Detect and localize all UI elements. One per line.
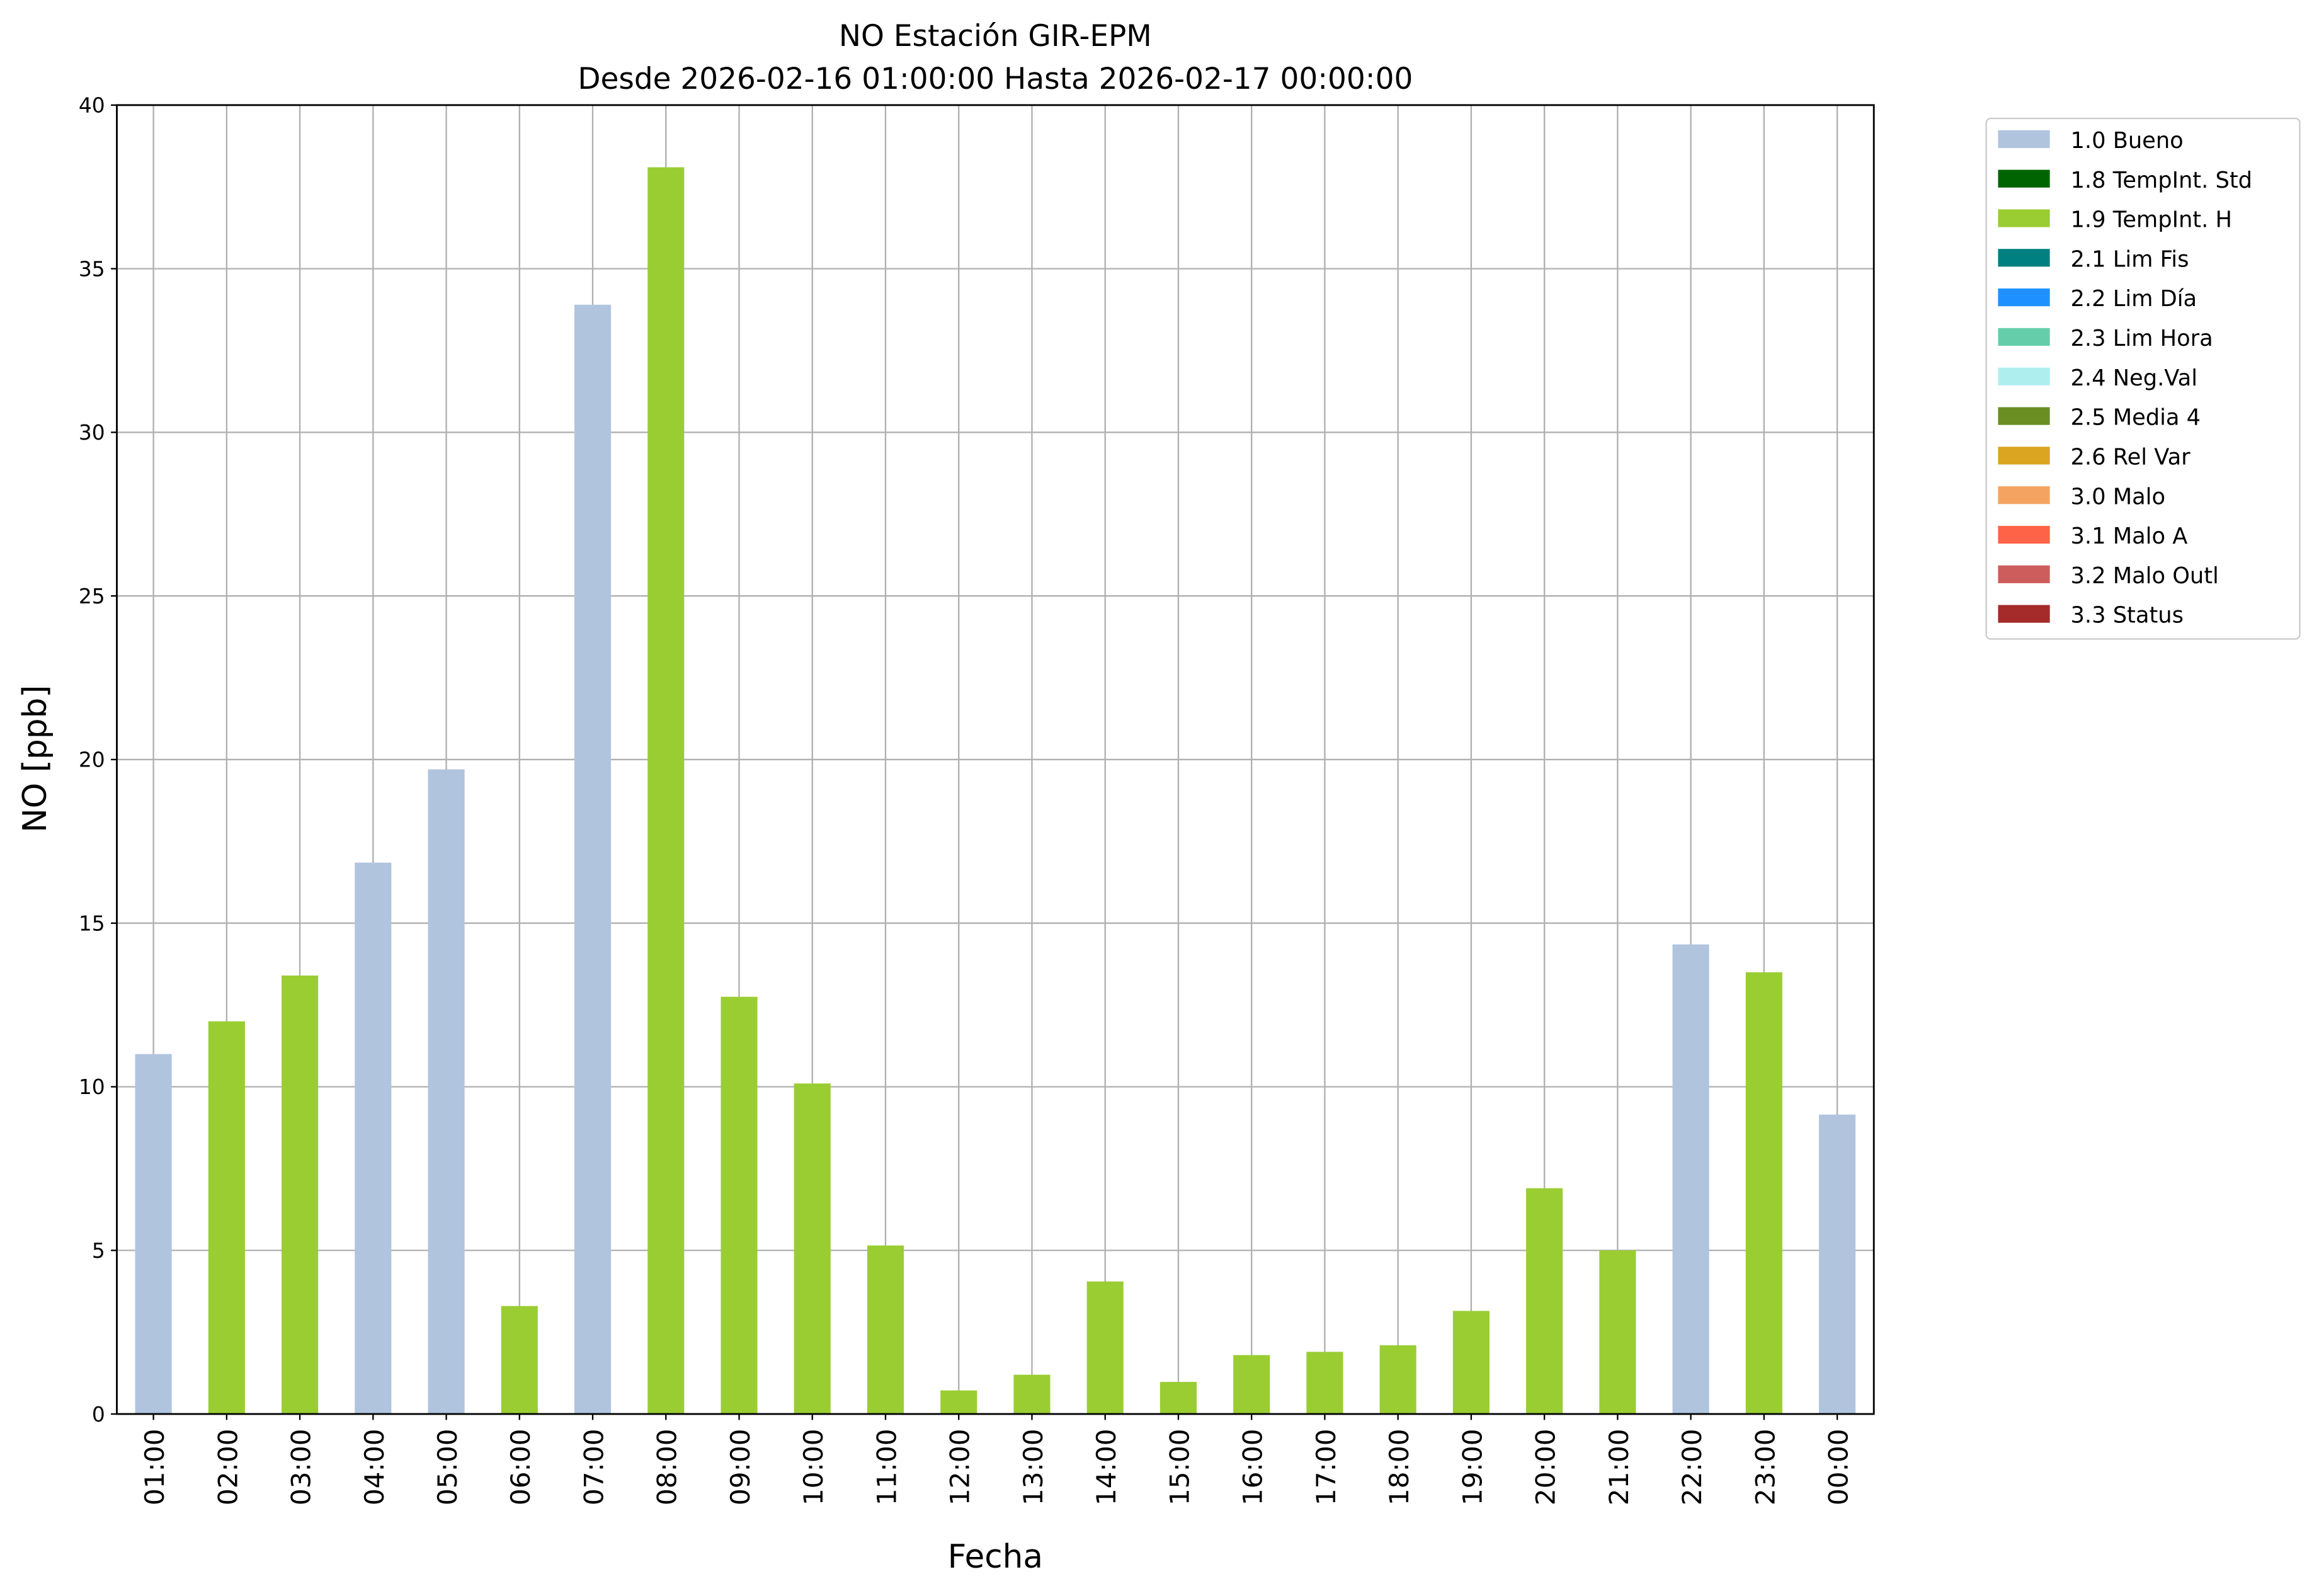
- legend-label: 2.3 Lim Hora: [2071, 326, 2213, 351]
- bar-14:00: [1086, 1281, 1124, 1415]
- y-tick-label: 20: [79, 748, 105, 772]
- x-tick-label: 15:00: [1164, 1429, 1195, 1506]
- y-tick-label: 40: [79, 93, 105, 118]
- x-tick-label: 04:00: [359, 1429, 390, 1506]
- legend-label: 1.0 Bueno: [2071, 128, 2184, 154]
- x-ticks: 01:00 02:00 03:00 04:00 05:00 06:00 07:00 08:00…: [139, 1414, 1854, 1505]
- bar-03:00: [282, 975, 319, 1415]
- bar-01:00: [135, 1054, 172, 1415]
- x-tick-label: 08:00: [652, 1429, 683, 1506]
- legend-label: 2.6 Rel Var: [2071, 444, 2191, 470]
- legend-swatch: [1998, 249, 2050, 267]
- legend-swatch: [1998, 367, 2050, 385]
- legend-label: 2.1 Lim Fis: [2071, 246, 2189, 272]
- legend-label: 2.4 Neg.Val: [2071, 365, 2198, 391]
- bar-20:00: [1526, 1188, 1563, 1415]
- bar-10:00: [794, 1083, 831, 1415]
- x-tick-label: 01:00: [139, 1429, 170, 1506]
- x-tick-label: 06:00: [505, 1429, 536, 1506]
- legend: 1.0 Bueno 1.8 TempInt. Std 1.9 TempInt. H 2…: [1985, 117, 2301, 640]
- chart-subtitle: Desde 2026-02-16 01:00:00 Hasta 2026-02-…: [578, 62, 1413, 96]
- bar-22:00: [1672, 944, 1709, 1415]
- bar-12:00: [940, 1390, 977, 1415]
- x-tick-label: 20:00: [1530, 1429, 1561, 1506]
- bar-02:00: [208, 1021, 245, 1415]
- legend-label: 1.9 TempInt. H: [2071, 207, 2232, 233]
- bar-19:00: [1452, 1311, 1490, 1415]
- legend-swatch: [1998, 605, 2050, 623]
- legend-swatch: [1998, 565, 2050, 583]
- y-tick-label: 0: [92, 1402, 105, 1427]
- bar-06:00: [501, 1306, 538, 1415]
- legend-swatch: [1998, 407, 2050, 425]
- y-tick-label: 15: [79, 911, 105, 935]
- x-tick-label: 16:00: [1238, 1429, 1268, 1506]
- x-tick-label: 12:00: [945, 1429, 976, 1506]
- legend-swatch: [1998, 486, 2050, 504]
- legend-label: 3.0 Malo: [2071, 484, 2166, 510]
- bar-16:00: [1233, 1355, 1270, 1415]
- legend-label: 3.1 Malo A: [2071, 523, 2188, 549]
- legend-label: 2.2 Lim Día: [2071, 286, 2197, 312]
- legend-swatch: [1998, 328, 2050, 346]
- bar-08:00: [647, 167, 685, 1415]
- x-tick-label: 13:00: [1018, 1429, 1049, 1506]
- legend-swatch: [1998, 209, 2050, 227]
- y-tick-label: 30: [79, 420, 105, 445]
- legend-swatch: [1998, 288, 2050, 307]
- legend-label: 3.3 Status: [2071, 603, 2184, 629]
- x-tick-label: 05:00: [432, 1429, 463, 1506]
- bar-23:00: [1745, 972, 1782, 1415]
- y-tick-label: 10: [79, 1074, 105, 1099]
- legend-frame: [1985, 117, 2301, 640]
- bar-13:00: [1013, 1374, 1051, 1415]
- x-tick-label: 09:00: [725, 1429, 756, 1506]
- x-axis-label: Fecha: [948, 1538, 1043, 1576]
- legend-swatch: [1998, 525, 2050, 544]
- legend-label: 1.8 TempInt. Std: [2071, 168, 2252, 193]
- y-tick-label: 5: [92, 1238, 105, 1263]
- x-tick-label: 07:00: [578, 1429, 609, 1506]
- bar-21:00: [1599, 1250, 1636, 1415]
- bar-04:00: [355, 862, 392, 1415]
- bar-15:00: [1160, 1382, 1197, 1415]
- legend-swatch: [1998, 447, 2050, 465]
- x-tick-label: 11:00: [871, 1429, 902, 1506]
- bar-17:00: [1306, 1352, 1343, 1415]
- legend-label: 3.2 Malo Outl: [2071, 563, 2219, 589]
- legend-swatch: [1998, 130, 2050, 148]
- x-tick-label: 19:00: [1457, 1429, 1488, 1506]
- x-tick-label: 10:00: [798, 1429, 829, 1506]
- bars: [135, 167, 1856, 1415]
- bar-09:00: [721, 996, 758, 1415]
- y-tick-label: 35: [79, 256, 105, 281]
- x-tick-label: 00:00: [1823, 1429, 1854, 1506]
- y-tick-label: 25: [79, 584, 105, 608]
- bar-07:00: [574, 304, 612, 1415]
- bar-11:00: [867, 1245, 904, 1415]
- x-tick-label: 23:00: [1750, 1429, 1781, 1506]
- chart-title: NO Estación GIR-EPM: [839, 19, 1152, 54]
- legend-label: 2.5 Media 4: [2071, 405, 2201, 431]
- bar-18:00: [1379, 1345, 1416, 1415]
- y-axis-label: NO [ppb]: [16, 685, 54, 833]
- x-tick-label: 14:00: [1091, 1429, 1122, 1506]
- bar-00:00: [1819, 1114, 1856, 1415]
- x-tick-label: 02:00: [212, 1429, 243, 1506]
- x-tick-label: 17:00: [1311, 1429, 1342, 1506]
- x-tick-label: 03:00: [286, 1429, 317, 1506]
- bar-05:00: [428, 769, 465, 1415]
- x-tick-label: 21:00: [1604, 1429, 1634, 1506]
- x-tick-label: 22:00: [1677, 1429, 1707, 1506]
- legend-swatch: [1998, 169, 2050, 188]
- y-ticks: 0 5 10 15 20 25 30 35 40: [79, 93, 117, 1427]
- x-tick-label: 18:00: [1384, 1429, 1415, 1506]
